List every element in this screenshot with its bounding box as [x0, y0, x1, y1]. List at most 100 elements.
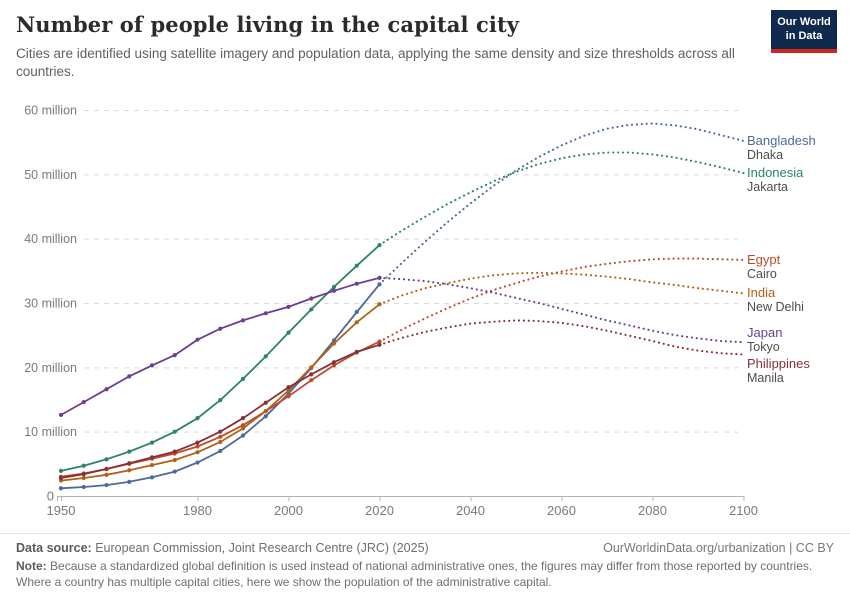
marker-philippines[interactable]	[240, 416, 246, 421]
marker-philippines[interactable]	[331, 360, 337, 365]
marker-japan[interactable]	[354, 281, 359, 286]
marker-bangladesh[interactable]	[195, 460, 200, 465]
marker-egypt[interactable]	[331, 363, 337, 368]
legend-entry-egypt[interactable]: Egypt Cairo	[747, 252, 780, 282]
marker-indonesia[interactable]	[286, 330, 291, 335]
marker-philippines[interactable]	[309, 372, 314, 377]
marker-india[interactable]	[263, 408, 268, 414]
marker-bangladesh[interactable]	[263, 414, 268, 419]
legend-entry-india[interactable]: India New Delhi	[747, 285, 804, 315]
marker-japan[interactable]	[263, 311, 268, 316]
marker-japan[interactable]	[218, 326, 223, 331]
marker-india[interactable]	[354, 320, 359, 325]
marker-bangladesh[interactable]	[218, 448, 223, 454]
marker-egypt[interactable]	[218, 434, 223, 439]
marker-india[interactable]	[331, 341, 337, 346]
marker-japan[interactable]	[309, 296, 314, 301]
marker-india[interactable]	[286, 388, 291, 393]
marker-indonesia[interactable]	[127, 449, 132, 454]
legend-city-label: New Delhi	[747, 300, 804, 315]
line-egypt-historical[interactable]	[60, 340, 380, 478]
y-axis-label-zero: 0	[47, 489, 54, 504]
legend-country-label[interactable]: Egypt	[747, 251, 781, 267]
legend-entry-japan[interactable]: Japan Tokyo	[747, 325, 782, 355]
marker-indonesia[interactable]	[218, 398, 223, 403]
marker-philippines[interactable]	[127, 461, 132, 466]
marker-philippines[interactable]	[195, 440, 200, 445]
marker-india[interactable]	[218, 439, 223, 445]
line-philippines-projection[interactable]	[378, 319, 745, 356]
marker-egypt[interactable]	[309, 378, 314, 383]
line-bangladesh-projection[interactable]	[378, 122, 745, 286]
marker-indonesia[interactable]	[172, 429, 177, 434]
marker-philippines[interactable]	[172, 449, 177, 454]
marker-bangladesh[interactable]	[149, 475, 155, 480]
line-indonesia-projection[interactable]	[378, 151, 745, 247]
marker-philippines[interactable]	[218, 429, 223, 434]
marker-philippines[interactable]	[81, 472, 86, 477]
line-india-projection[interactable]	[378, 271, 745, 306]
legend-country-label[interactable]: Indonesia	[747, 165, 804, 181]
marker-philippines[interactable]	[354, 349, 359, 354]
marker-indonesia[interactable]	[58, 468, 64, 474]
marker-egypt[interactable]	[195, 444, 200, 449]
marker-japan[interactable]	[81, 399, 86, 405]
marker-india[interactable]	[240, 426, 246, 431]
line-japan-projection[interactable]	[378, 276, 745, 344]
marker-indonesia[interactable]	[331, 284, 337, 290]
citation-link[interactable]: OurWorldinData.org/urbanization | CC BY	[603, 541, 834, 556]
marker-japan[interactable]	[172, 353, 177, 358]
legend-country-label[interactable]: Philippines	[747, 355, 810, 371]
marker-india[interactable]	[127, 468, 132, 473]
marker-japan[interactable]	[240, 318, 246, 323]
legend-country-label[interactable]: India	[747, 285, 776, 301]
marker-india[interactable]	[149, 463, 155, 468]
marker-bangladesh[interactable]	[104, 482, 109, 488]
marker-indonesia[interactable]	[354, 263, 359, 268]
marker-bangladesh[interactable]	[81, 484, 86, 490]
legend-entry-philippines[interactable]: Philippines Manila	[747, 356, 810, 386]
marker-japan[interactable]	[195, 337, 200, 342]
marker-philippines[interactable]	[263, 400, 268, 405]
marker-japan[interactable]	[104, 387, 109, 392]
marker-india[interactable]	[104, 472, 109, 477]
legend-country-label[interactable]: Japan	[747, 324, 783, 340]
marker-india[interactable]	[172, 457, 177, 463]
marker-bangladesh[interactable]	[240, 433, 246, 438]
marker-indonesia[interactable]	[195, 416, 200, 421]
marker-indonesia[interactable]	[263, 354, 268, 359]
marker-bangladesh[interactable]	[354, 309, 359, 315]
marker-japan[interactable]	[149, 363, 155, 368]
line-egypt-projection[interactable]	[378, 257, 745, 343]
marker-bangladesh[interactable]	[127, 479, 132, 484]
legend-city-label: Dhaka	[747, 147, 784, 162]
owid-logo-box: Our World in Data	[771, 10, 837, 49]
marker-india[interactable]	[81, 475, 86, 481]
legend-country-label[interactable]: Bangladesh	[747, 132, 816, 148]
marker-philippines[interactable]	[286, 385, 291, 390]
legend-entry-indonesia[interactable]: Indonesia Jakarta	[747, 165, 803, 195]
marker-philippines[interactable]	[104, 466, 109, 472]
marker-japan[interactable]	[331, 288, 337, 293]
marker-indonesia[interactable]	[81, 463, 86, 468]
marker-indonesia[interactable]	[104, 457, 109, 462]
marker-indonesia[interactable]	[149, 440, 155, 445]
marker-indonesia[interactable]	[309, 307, 314, 312]
marker-india[interactable]	[309, 365, 314, 370]
marker-japan[interactable]	[286, 304, 291, 309]
marker-japan[interactable]	[127, 374, 132, 379]
marker-bangladesh[interactable]	[58, 486, 64, 491]
marker-india[interactable]	[195, 450, 200, 455]
legend-entry-bangladesh[interactable]: Bangladesh Dhaka	[747, 133, 816, 163]
y-axis-label: 30 million	[24, 297, 77, 311]
x-axis-label: 2000	[274, 503, 303, 518]
marker-japan[interactable]	[58, 412, 64, 418]
marker-philippines[interactable]	[58, 475, 64, 481]
marker-indonesia[interactable]	[240, 376, 246, 382]
owid-logo[interactable]: Our World in Data	[771, 10, 837, 53]
marker-egypt[interactable]	[240, 423, 246, 428]
marker-philippines[interactable]	[149, 455, 155, 460]
marker-bangladesh[interactable]	[172, 469, 177, 474]
marker-egypt[interactable]	[286, 394, 291, 399]
